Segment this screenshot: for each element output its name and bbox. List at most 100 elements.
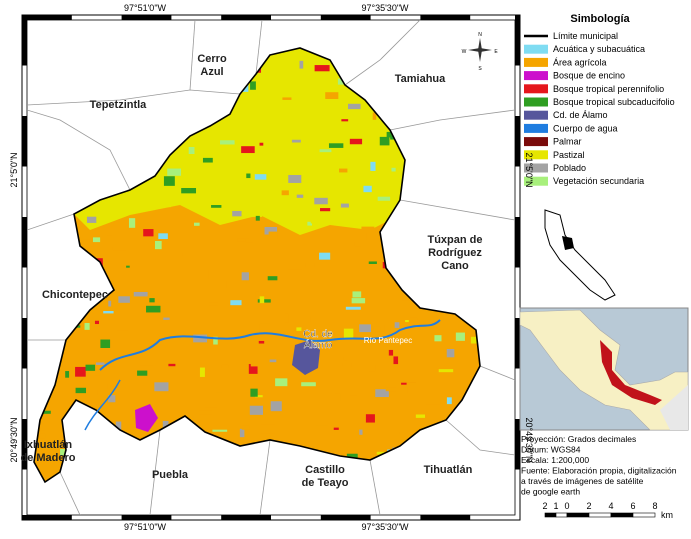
land-patch: [149, 298, 155, 303]
legend-label: Área agrícola: [553, 57, 607, 67]
land-patch: [146, 305, 161, 313]
land-patch: [172, 252, 183, 257]
coord-label: 21°5'0"N: [9, 152, 19, 187]
land-patch: [230, 300, 242, 306]
land-patch: [212, 429, 228, 432]
land-patch: [299, 60, 304, 69]
land-patch: [275, 378, 288, 387]
scale-label: 2: [586, 501, 591, 511]
frame-segment: [515, 318, 520, 369]
land-patch: [255, 291, 264, 298]
legend-swatch: [524, 97, 548, 107]
note-line: Escala: 1:200,000: [521, 455, 589, 465]
land-patch: [109, 274, 124, 285]
municipality-line: Tihuatlán: [424, 464, 473, 476]
land-patch: [260, 424, 276, 434]
land-patch: [341, 119, 349, 122]
land-patch: [372, 112, 377, 120]
land-patch: [323, 333, 335, 343]
land-patch: [288, 174, 302, 183]
land-patch: [246, 280, 259, 284]
land-patch: [307, 221, 312, 226]
legend: Simbología Límite municipal Acuática y su…: [524, 13, 675, 186]
frame-segment: [221, 15, 271, 20]
land-patch: [36, 433, 46, 439]
land-patch: [100, 339, 111, 348]
land-patch: [216, 280, 227, 288]
scale-bar: 2 1 0 2 4 6 8km: [542, 501, 673, 520]
compass: N E S W: [462, 32, 499, 72]
scale-label: 1: [553, 501, 558, 511]
land-patch: [446, 348, 455, 358]
municipality-line: Puebla: [152, 469, 189, 481]
land-patch: [455, 332, 465, 341]
land-patch: [118, 296, 130, 303]
land-patch: [281, 190, 289, 196]
municipality-line: Azul: [200, 66, 223, 78]
land-patch: [239, 428, 245, 438]
scale-label: 6: [630, 501, 635, 511]
municipality-line: Chicontepec: [42, 289, 108, 301]
land-patch: [388, 349, 394, 356]
land-patch: [381, 199, 386, 203]
city-line: Cd. de: [303, 329, 333, 340]
land-patch: [328, 84, 333, 89]
land-patch: [434, 335, 442, 342]
frame-segment: [515, 116, 520, 167]
land-patch: [446, 397, 452, 405]
river-tributary: [84, 379, 121, 431]
land-patch: [301, 382, 316, 387]
land-patch: [248, 364, 258, 374]
land-patch: [365, 414, 375, 423]
land-patch: [181, 187, 197, 194]
land-patch: [252, 90, 268, 98]
land-patch: [163, 317, 170, 320]
city-area: [292, 340, 320, 375]
land-patch: [385, 387, 399, 392]
land-patch: [352, 291, 362, 298]
frame-segment: [22, 217, 27, 268]
land-patch: [82, 239, 91, 248]
municipality-line: Castillo: [305, 464, 345, 476]
frame-segment: [121, 15, 172, 20]
land-patch: [211, 205, 222, 208]
land-patch: [343, 356, 348, 361]
frame-segment: [515, 419, 520, 470]
land-patch: [257, 299, 271, 303]
land-patch: [115, 421, 122, 432]
land-patch: [259, 296, 265, 304]
land-patch: [269, 359, 277, 363]
land-patch: [154, 241, 162, 250]
legend-swatch: [524, 44, 548, 54]
land-patch: [56, 435, 68, 441]
land-patch: [134, 293, 141, 300]
land-patch: [126, 265, 130, 268]
land-patch: [328, 143, 344, 148]
land-patch: [402, 291, 412, 301]
note-line: Proyección: Grados decimales: [521, 434, 636, 444]
state-inset: [544, 209, 616, 301]
municipality-label: Tamiahua: [395, 73, 446, 85]
coord-label: 97°35'30"W: [361, 522, 409, 532]
land-patch: [84, 322, 90, 330]
land-patch: [124, 356, 135, 360]
land-patch: [85, 364, 96, 371]
municipality-line: Cerro: [197, 53, 227, 65]
land-patch: [154, 382, 169, 392]
land-patch: [308, 436, 317, 446]
municipality-line: de Madero: [20, 452, 75, 464]
land-patch: [202, 157, 213, 163]
river: [99, 319, 441, 371]
compass-letter: E: [494, 49, 498, 55]
land-patch: [106, 235, 113, 244]
land-patch: [391, 197, 396, 206]
land-patch: [348, 103, 361, 110]
land-patch: [194, 222, 200, 226]
legend-label: Cd. de Álamo: [553, 110, 608, 120]
land-patch: [249, 405, 264, 415]
land-patch: [207, 345, 214, 351]
land-patch: [351, 298, 366, 304]
land-patch: [314, 65, 330, 72]
